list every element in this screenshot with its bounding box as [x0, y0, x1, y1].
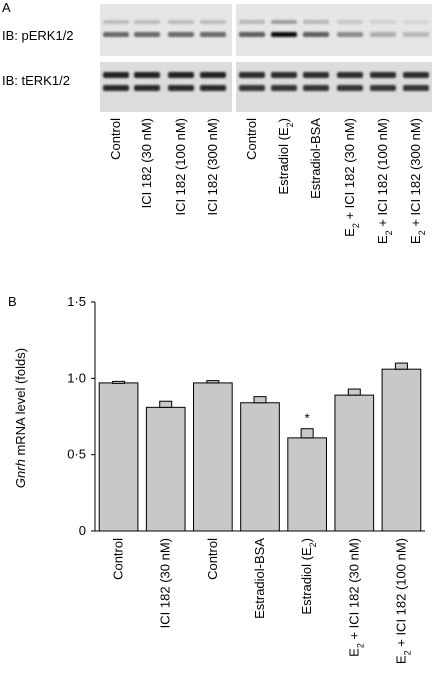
panel-b-label: B	[8, 294, 17, 309]
perk-upper-band	[239, 20, 265, 24]
terk-band-upper	[370, 72, 396, 78]
error-bar-cap	[394, 362, 408, 370]
blot-terk-right	[236, 62, 432, 112]
lane-labels: Control ICI 182 (30 nM) ICI 182 (100 nM) IC…	[108, 118, 427, 244]
terk-band-lower	[200, 85, 226, 91]
perk-upper-band	[103, 20, 129, 24]
terk-band-lower	[239, 85, 265, 91]
perk-band	[303, 32, 329, 37]
y-tick-label: 0	[79, 523, 86, 538]
bar	[381, 368, 422, 532]
significance-marker: *	[305, 411, 310, 426]
x-tick-label: Estradiol-BSA	[252, 538, 267, 619]
perk-upper-band	[200, 20, 226, 24]
perk-band	[403, 32, 429, 37]
terk-band-upper	[403, 72, 429, 78]
terk-band-upper	[200, 72, 226, 78]
lane-label: ICI 182 (30 nM)	[139, 118, 154, 208]
perk-upper-band	[271, 20, 297, 24]
terk-band-lower	[303, 85, 329, 91]
terk-blot-label: IB: tERK1/2	[2, 73, 70, 88]
terk-band-lower	[271, 85, 297, 91]
perk-band	[337, 32, 363, 37]
x-tick-label: Estradiol (E2)	[299, 538, 318, 615]
lane-label: ICI 182 (300 nM)	[205, 118, 220, 216]
terk-band-upper	[134, 72, 160, 78]
error-bar-cap	[206, 380, 220, 384]
terk-band-lower	[134, 85, 160, 91]
x-tick-label: Control	[111, 538, 126, 580]
perk-upper-band	[337, 20, 363, 24]
error-bar-cap	[159, 400, 173, 408]
terk-band-upper	[337, 72, 363, 78]
perk-band	[168, 32, 194, 37]
bar	[240, 402, 280, 532]
perk-band	[271, 32, 297, 37]
x-tick-label: E2 + ICI 182 (30 nM)	[346, 538, 365, 657]
y-tick-label: 1·5	[67, 294, 86, 309]
x-tick-label: ICI 182 (30 nM)	[158, 538, 173, 628]
error-bar-cap	[253, 396, 267, 404]
error-bar-cap	[300, 428, 314, 439]
blot-perk-right	[236, 4, 432, 56]
y-ticks: 0 0·5 1·0 1·5	[67, 294, 95, 538]
bar	[193, 382, 233, 532]
lane-label: Control	[108, 118, 123, 160]
perk-blot-label: IB: pERK1/2	[2, 28, 74, 43]
perk-band	[370, 32, 396, 37]
x-tick-label: E2 + ICI 182 (100 nM)	[393, 538, 412, 664]
bar	[334, 394, 375, 532]
lane-label: E2 + ICI 182 (30 nM)	[342, 118, 361, 237]
terk-band-upper	[103, 72, 129, 78]
blot-perk-left	[100, 4, 232, 56]
terk-band-upper	[271, 72, 297, 78]
terk-band-lower	[168, 85, 194, 91]
lane-label: Control	[244, 118, 259, 160]
terk-band-upper	[239, 72, 265, 78]
y-tick-label: 0·5	[67, 447, 86, 462]
y-axis-label: Gnrh mRNA level (folds)	[13, 348, 28, 488]
perk-band	[239, 32, 265, 37]
terk-band-upper	[168, 72, 194, 78]
terk-band-lower	[403, 85, 429, 91]
terk-band-lower	[337, 85, 363, 91]
lane-label: Estradiol (E2)	[276, 118, 295, 195]
terk-band-lower	[370, 85, 396, 91]
terk-band-upper	[303, 72, 329, 78]
western-blots	[100, 4, 432, 112]
lane-label: E2 + ICI 182 (300 nM)	[408, 118, 427, 244]
error-bar-cap	[347, 388, 361, 396]
chart-bars: *	[98, 362, 422, 532]
perk-upper-band	[403, 20, 429, 24]
x-tick-label: Control	[205, 538, 220, 580]
bar	[145, 406, 186, 532]
perk-upper-band	[370, 20, 396, 24]
x-tick-labels: Control ICI 182 (30 nM) Control Estradiol-B…	[111, 538, 413, 664]
error-bar-cap	[112, 380, 126, 384]
lane-label: Estradiol-BSA	[308, 118, 323, 199]
bar	[98, 382, 139, 532]
bar	[287, 437, 327, 532]
perk-band	[103, 32, 129, 37]
perk-band	[134, 32, 160, 37]
perk-upper-band	[168, 20, 194, 24]
perk-upper-band	[303, 20, 329, 24]
lane-label: E2 + ICI 182 (100 nM)	[375, 118, 394, 244]
perk-band	[200, 32, 226, 37]
panel-a-label: A	[2, 0, 11, 15]
y-tick-label: 1·0	[67, 370, 86, 385]
terk-band-lower	[103, 85, 129, 91]
lane-label: ICI 182 (100 nM)	[173, 118, 188, 216]
perk-upper-band	[134, 20, 160, 24]
